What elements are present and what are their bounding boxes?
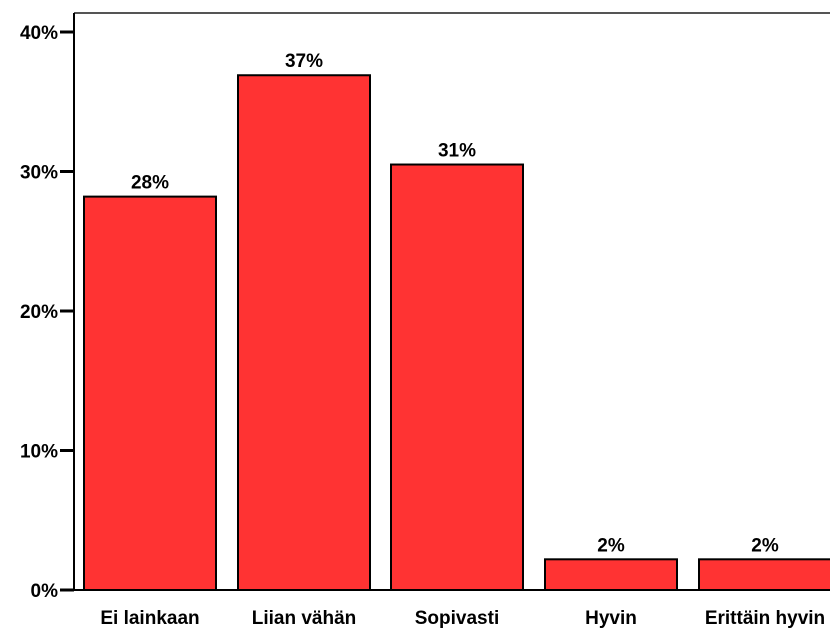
bars xyxy=(83,74,830,592)
category-labels: Ei lainkaan Liian vähän Sopivasti Hyvin Erit… xyxy=(100,608,825,628)
bar-value-label: 28% xyxy=(131,173,169,194)
x-category-label: Hyvin xyxy=(585,608,637,628)
x-category-label: Liian vähän xyxy=(252,608,357,628)
bar xyxy=(83,195,217,592)
bar xyxy=(544,558,678,591)
bar xyxy=(698,558,830,591)
y-tick-label: 20% xyxy=(20,302,58,323)
bar-value-label: 31% xyxy=(438,141,476,162)
x-category-label: Ei lainkaan xyxy=(100,608,199,628)
bar xyxy=(390,163,524,591)
bar-value-label: 2% xyxy=(597,535,625,556)
data-labels: 28% 37% 31% 2% 2% xyxy=(131,51,779,556)
bar-value-label: 37% xyxy=(285,51,323,72)
x-category-label: Erittäin hyvin xyxy=(705,608,825,628)
bar-value-label: 2% xyxy=(751,535,779,556)
y-tick-label: 40% xyxy=(20,23,58,44)
y-axis-ticks: 0% 10% 20% 30% 40% xyxy=(20,23,74,602)
y-tick-label: 0% xyxy=(31,581,59,602)
x-category-label: Sopivasti xyxy=(415,608,499,628)
bar xyxy=(237,74,371,592)
y-tick-label: 10% xyxy=(20,442,58,463)
y-tick-label: 30% xyxy=(20,163,58,184)
